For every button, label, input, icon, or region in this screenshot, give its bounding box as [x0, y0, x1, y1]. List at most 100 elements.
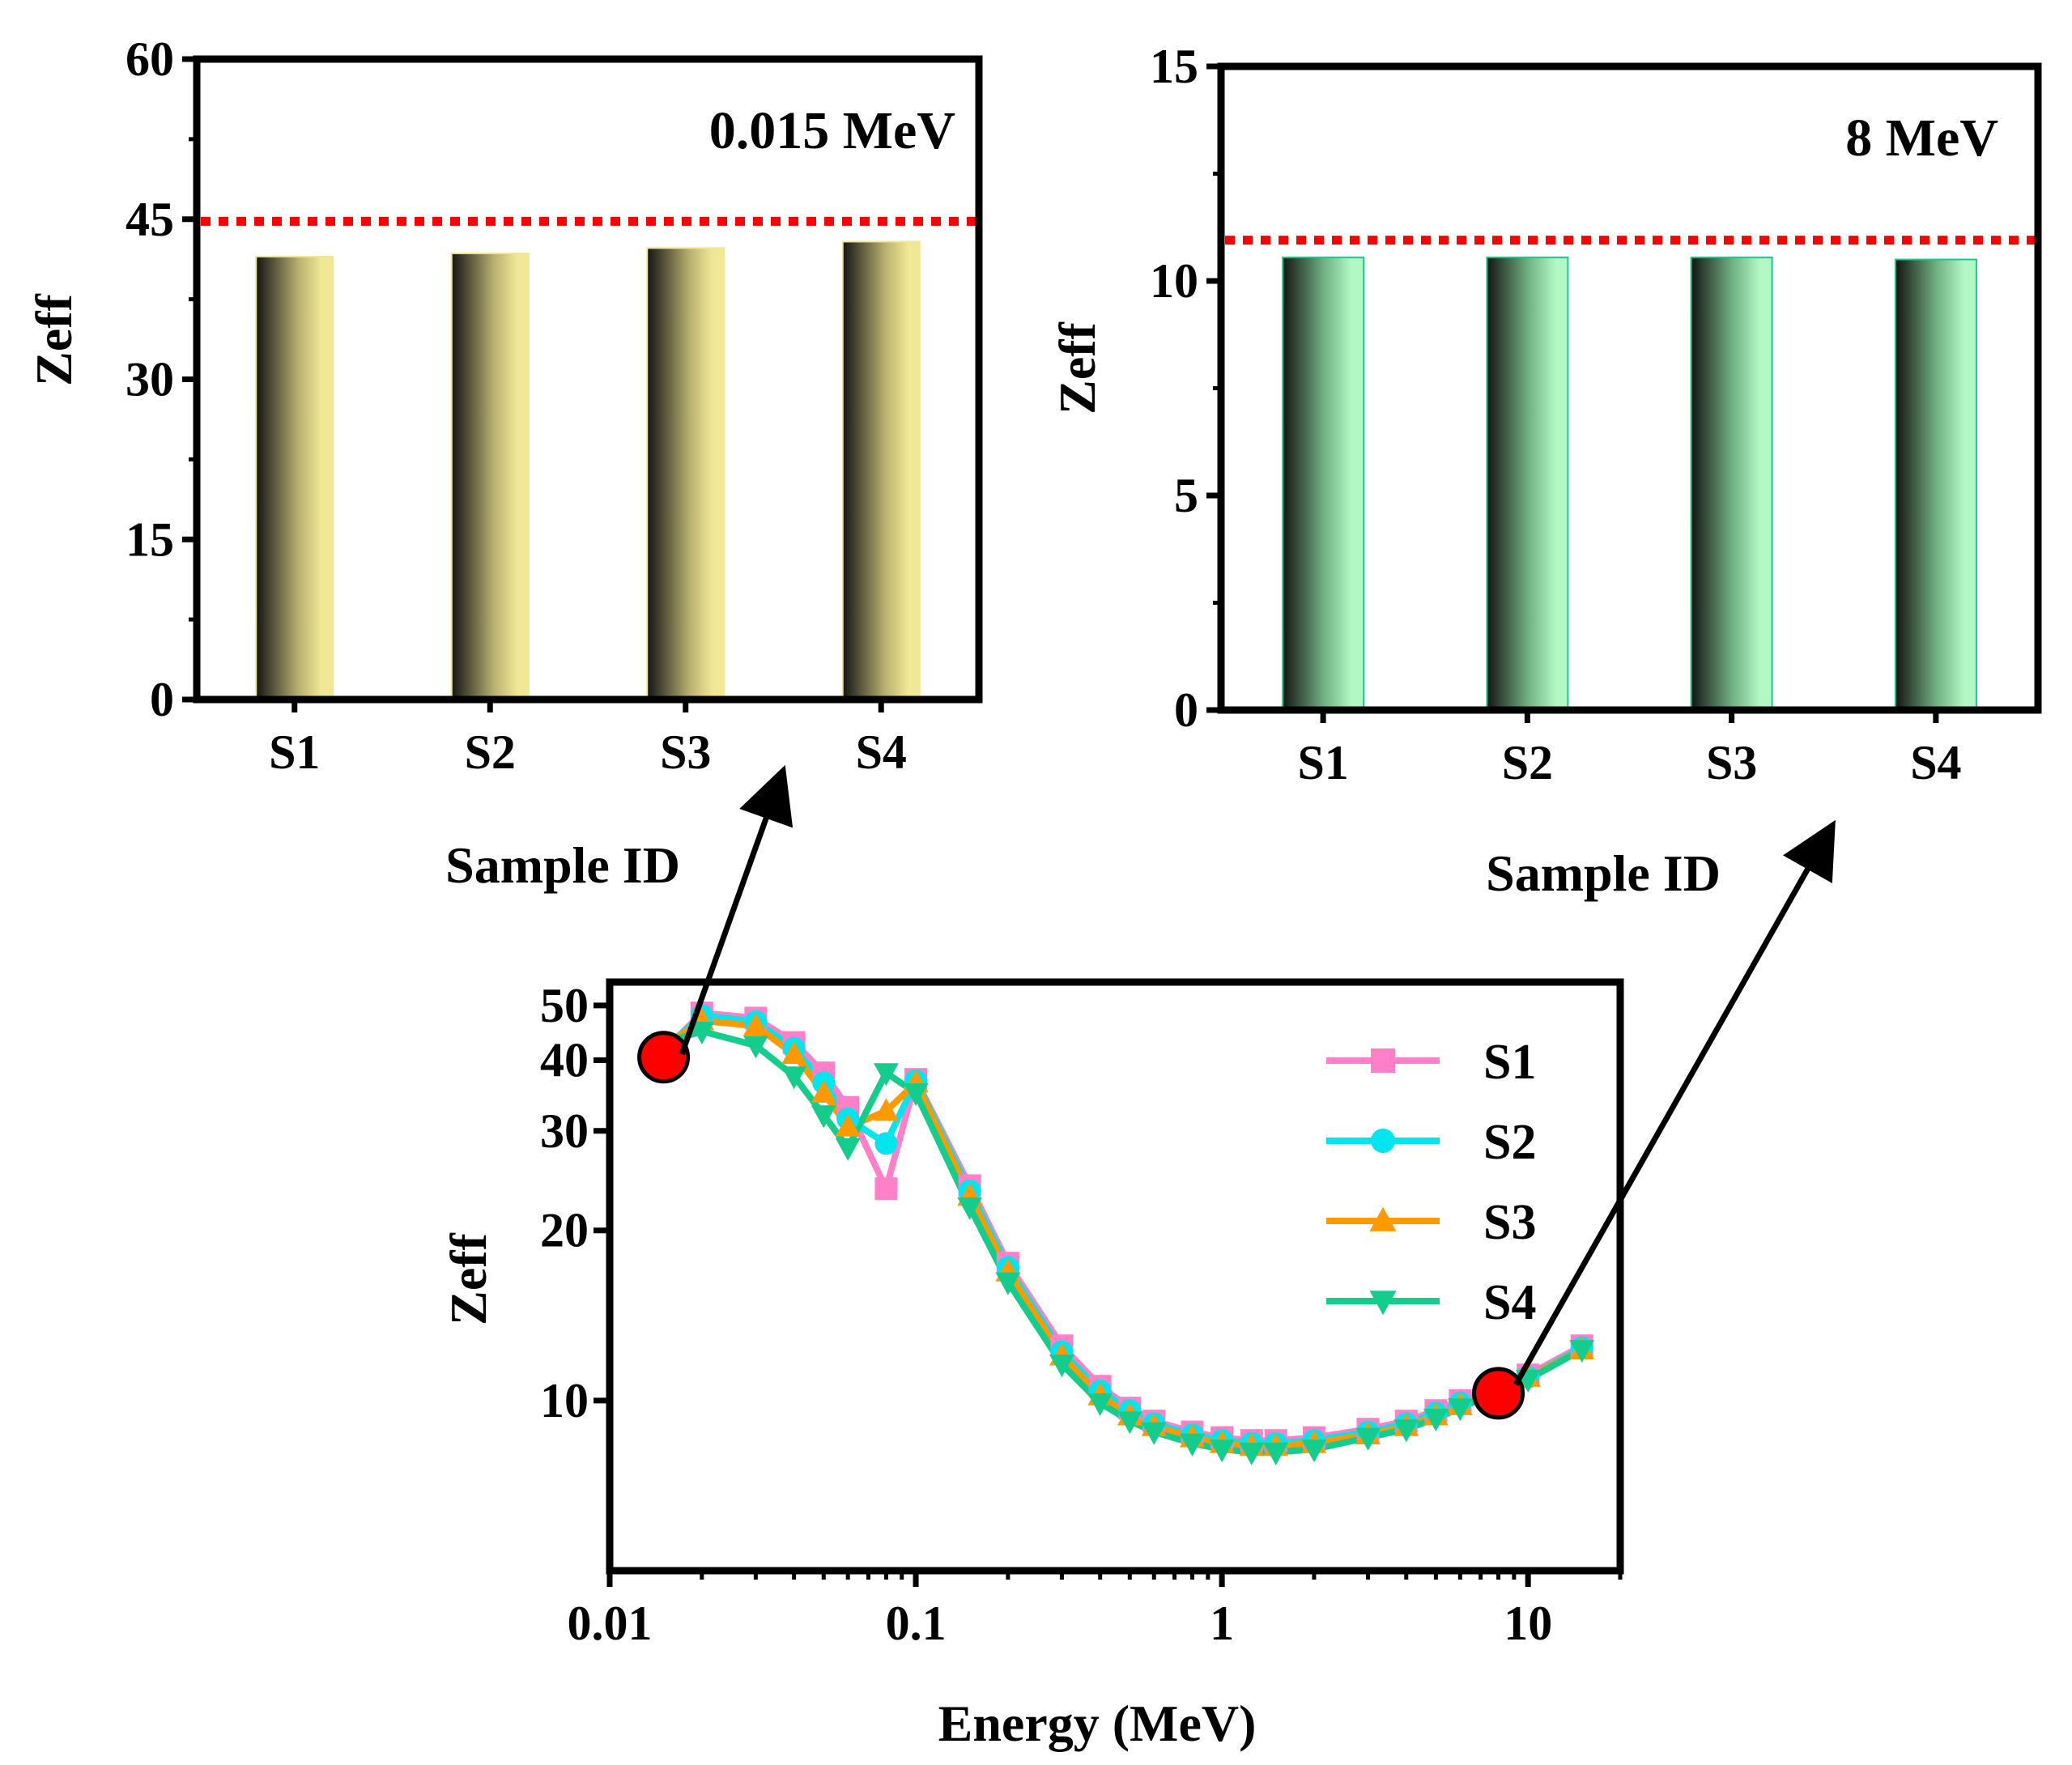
panel3-x-ticks: 0.01 0.1 1 10 [568, 1571, 1623, 1650]
data-point-s4 [1209, 1440, 1235, 1463]
panel3-y-tick-label: 30 [540, 1104, 589, 1158]
panel1-y-ticks: 0 15 30 45 60 [126, 32, 197, 726]
p2-bar-s2 [1486, 256, 1569, 712]
panel3-axes-frame [606, 978, 1624, 1575]
data-point-s4 [1447, 1398, 1473, 1422]
panel3-y-tick-label: 40 [540, 1034, 589, 1087]
panel1-bars [255, 240, 921, 701]
p1-x-tick-label: S2 [465, 725, 516, 779]
legend-label-s3: S3 [1483, 1195, 1536, 1250]
panel3-series-markers [651, 1002, 1595, 1465]
panel2-x-ticks: S1 S2 S3 S4 [1297, 710, 1962, 789]
legend-marker-s3 [1369, 1206, 1397, 1231]
panel2-annotation: 8 MeV [1845, 108, 1998, 168]
p2-y-tick-label: 0 [1174, 683, 1198, 737]
panel2-y-ticks: 0 5 10 15 [1150, 40, 1221, 737]
data-point-s4 [1569, 1340, 1595, 1363]
p1-bar-s3 [646, 247, 725, 701]
p1-x-tick-label: S1 [269, 725, 320, 779]
panel3-series-lines [661, 1010, 1584, 1456]
data-point-s3 [811, 1079, 836, 1103]
bar-chart-0015-mev: 0 15 30 45 60 S1 S2 S3 S4 0.015 MeV Sample ID Z… [25, 32, 984, 894]
panel3-y-tick-label: 10 [540, 1374, 589, 1427]
legend-label-s4: S4 [1483, 1275, 1536, 1330]
series-line-s4 [662, 1027, 1584, 1456]
data-point-s4 [1180, 1433, 1205, 1457]
p1-y-tick-label: 0 [150, 673, 174, 726]
p1-y-tick-label: 15 [126, 512, 174, 566]
data-point-s3 [835, 1113, 861, 1137]
highlight-marker [637, 1031, 691, 1084]
p2-x-tick-label: S3 [1706, 736, 1757, 789]
data-point-s4 [957, 1197, 983, 1220]
p1-y-tick-label: 60 [126, 32, 174, 86]
panel3-y-tick-label: 50 [540, 979, 589, 1032]
panel3-x-tick-label: 0.1 [886, 1597, 947, 1650]
panel3-x-tick-label: 0.01 [568, 1597, 653, 1650]
data-point-s4 [1087, 1393, 1113, 1416]
p1-y-tick-label: 30 [126, 353, 174, 406]
data-point-s4 [1239, 1442, 1265, 1465]
legend-marker-s4 [1369, 1291, 1397, 1316]
p2-bar-s4 [1894, 258, 1977, 711]
legend-label-s2: S2 [1483, 1115, 1536, 1170]
p2-y-tick-label: 15 [1150, 40, 1198, 93]
data-point-s4 [1141, 1422, 1167, 1445]
p1-bar-s2 [450, 252, 530, 701]
panel1-y-axis-label: Zeff [25, 293, 83, 385]
data-point-s2 [874, 1132, 898, 1155]
p2-y-tick-label: 5 [1174, 469, 1198, 522]
data-point-s1 [874, 1177, 898, 1201]
panel3-x-tick-label: 1 [1210, 1597, 1234, 1650]
data-point-s4 [835, 1138, 861, 1161]
data-point-s4 [1355, 1427, 1381, 1451]
p2-x-tick-label: S2 [1502, 736, 1553, 789]
panel3-legend: S1 S2 S3 S4 [1326, 1035, 1536, 1330]
data-point-s4 [1117, 1411, 1142, 1435]
series-line-s1 [661, 1010, 1584, 1444]
data-point-s4 [811, 1105, 836, 1129]
data-point-s4 [1049, 1354, 1074, 1377]
data-point-s4 [903, 1083, 929, 1107]
legend-marker-s1 [1371, 1048, 1395, 1073]
panel3-highlight-points [637, 1031, 1525, 1420]
panel1-annotation: 0.015 MeV [709, 101, 955, 160]
panel1-x-ticks: S1 S2 S3 S4 [269, 700, 907, 779]
p2-y-tick-label: 10 [1150, 254, 1198, 308]
highlight-marker [1472, 1367, 1525, 1420]
p1-bar-s1 [255, 255, 334, 700]
panel3-y-axis-label: Zeff [440, 1232, 497, 1325]
legend-marker-s2 [1371, 1129, 1395, 1153]
panel2-bars [1282, 256, 1977, 712]
data-point-s4 [689, 1021, 715, 1044]
data-point-s3 [874, 1098, 899, 1121]
series-line-s2 [661, 1012, 1584, 1447]
arrow-to-0015-mev-panel [679, 764, 793, 1056]
panel1-x-axis-label: Sample ID [445, 836, 680, 894]
panel3-x-axis-label: Energy (MeV) [938, 1695, 1257, 1752]
data-point-s4 [1423, 1408, 1449, 1431]
data-point-s4 [742, 1036, 768, 1059]
p2-bar-s1 [1282, 256, 1365, 712]
p2-bar-s3 [1690, 256, 1773, 712]
legend-label-s1: S1 [1483, 1035, 1536, 1090]
data-point-s4 [1301, 1440, 1327, 1463]
data-point-s4 [1393, 1419, 1419, 1443]
bar-chart-8-mev: 0 5 10 15 S1 S2 S3 S4 8 MeV Sample ID Zeff [1049, 40, 2042, 902]
data-point-s4 [995, 1272, 1021, 1295]
panel2-x-axis-label: Sample ID [1486, 844, 1721, 902]
data-point-s4 [874, 1063, 899, 1087]
data-point-s4 [1263, 1442, 1289, 1465]
data-point-s4 [781, 1066, 807, 1090]
p2-x-tick-label: S1 [1297, 736, 1348, 789]
p1-x-tick-label: S3 [660, 725, 711, 779]
p2-x-tick-label: S4 [1910, 736, 1961, 789]
panel2-y-axis-label: Zeff [1049, 321, 1106, 414]
panel3-y-tick-label: 20 [540, 1204, 589, 1257]
data-point-s3 [781, 1040, 807, 1064]
p1-y-tick-label: 45 [126, 193, 174, 246]
panel3-x-tick-label: 10 [1504, 1597, 1552, 1650]
